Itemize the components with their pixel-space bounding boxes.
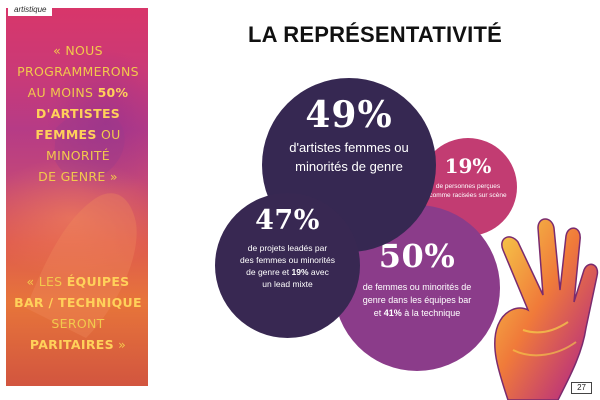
stat-description: de personnes perçues comme racisées sur …: [429, 183, 507, 199]
stat-value: 49%: [305, 94, 393, 136]
section-tag: artistique: [8, 4, 53, 16]
hand-illustration: [494, 218, 599, 400]
left-gradient-panel: [6, 8, 148, 386]
quote-artists-commitment: « NOUS PROGRAMMERONS AU MOINS 50% D'ARTI…: [17, 43, 139, 184]
panel-glow: [6, 158, 148, 278]
stat-description: de femmes ou minorités de genre dans les…: [362, 282, 472, 318]
stat-circle-projects: 47% de projets leadés par des femmes ou …: [215, 193, 360, 338]
page-headline: LA REPRÉSENTATIVITÉ: [248, 22, 502, 47]
hands-illustration: [26, 109, 137, 338]
stat-description: d'artistes femmes ou minorités de genre: [289, 140, 409, 174]
stat-description: de projets leadés par des femmes ou mino…: [240, 243, 335, 289]
stat-value: 19%: [444, 154, 492, 178]
page-number: 27: [571, 382, 592, 394]
quote-teams-commitment: « LES ÉQUIPES BAR / TECHNIQUE SERONT PAR…: [14, 274, 142, 352]
panel-glow: [46, 48, 148, 198]
stat-value: 50%: [378, 237, 456, 275]
stat-value: 47%: [255, 205, 320, 236]
